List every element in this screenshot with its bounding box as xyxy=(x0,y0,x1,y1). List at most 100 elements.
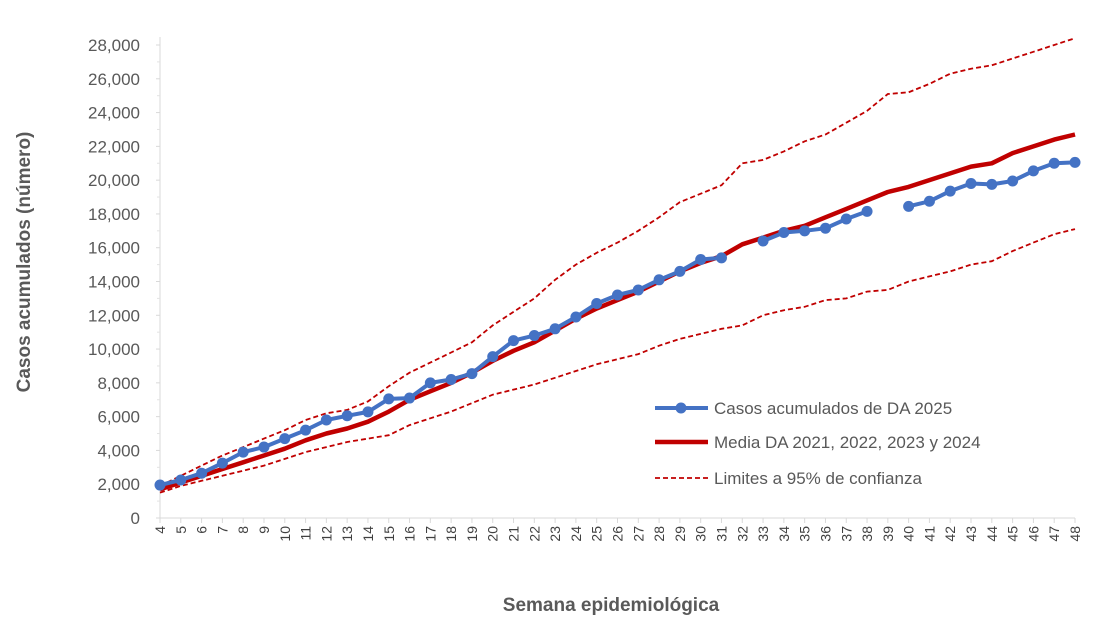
x-tick-label: 32 xyxy=(734,526,750,542)
data-point xyxy=(216,457,228,469)
data-point xyxy=(903,200,915,212)
data-point xyxy=(383,393,395,405)
y-tick-label: 20,000 xyxy=(88,171,140,190)
x-tick-label: 27 xyxy=(630,526,646,542)
data-point xyxy=(404,392,416,404)
x-tick-label: 45 xyxy=(1005,526,1021,542)
data-point xyxy=(341,410,353,422)
data-point xyxy=(466,368,478,380)
x-tick-label: 36 xyxy=(817,526,833,542)
x-tick-label: 7 xyxy=(214,526,230,534)
data-point xyxy=(487,351,499,363)
x-tick-label: 24 xyxy=(568,526,584,542)
data-point xyxy=(715,252,727,264)
data-point xyxy=(965,178,977,190)
data-point xyxy=(279,433,291,445)
legend: Casos acumulados de DA 2025 Media DA 2021… xyxy=(655,399,981,488)
data-point xyxy=(258,441,270,453)
data-point xyxy=(1007,175,1019,187)
legend-marker xyxy=(675,402,687,414)
y-tick-label: 6,000 xyxy=(97,408,140,427)
x-tick-label: 6 xyxy=(194,526,210,534)
series-group xyxy=(154,37,1081,494)
y-tick-label: 2,000 xyxy=(97,475,140,494)
x-tick-label: 21 xyxy=(506,526,522,542)
legend-item: Casos acumulados de DA 2025 xyxy=(655,399,952,418)
legend-item: Limites a 95% de confianza xyxy=(655,469,922,488)
data-point xyxy=(799,225,811,237)
legend-label: Casos acumulados de DA 2025 xyxy=(714,399,952,418)
data-point xyxy=(819,222,831,234)
x-tick-label: 29 xyxy=(672,526,688,542)
x-tick-label: 30 xyxy=(693,526,709,542)
x-tick-label: 12 xyxy=(318,526,334,542)
x-tick-label: 10 xyxy=(277,526,293,542)
data-point xyxy=(508,335,520,347)
x-tick-label: 17 xyxy=(422,526,438,542)
x-tick-label: 16 xyxy=(402,526,418,542)
data-point xyxy=(591,297,603,309)
x-tick-label: 31 xyxy=(713,526,729,542)
x-tick-label: 13 xyxy=(339,526,355,542)
data-point xyxy=(1048,157,1060,169)
x-tick-label: 39 xyxy=(880,526,896,542)
x-tick-label: 5 xyxy=(173,526,189,534)
data-point xyxy=(653,274,665,286)
data-point xyxy=(196,467,208,479)
y-tick-label: 14,000 xyxy=(88,273,140,292)
y-axis-title: Casos acumulados (número) xyxy=(14,132,35,393)
data-point xyxy=(1069,156,1081,168)
x-tick-label: 9 xyxy=(256,526,272,534)
x-tick-label: 48 xyxy=(1067,526,1083,542)
data-point xyxy=(695,254,707,266)
data-point xyxy=(424,377,436,389)
y-tick-label: 28,000 xyxy=(88,36,140,55)
x-tick-label: 20 xyxy=(485,526,501,542)
data-point xyxy=(362,406,374,418)
x-tick-label: 11 xyxy=(298,526,314,541)
x-tick-label: 35 xyxy=(797,526,813,542)
x-tick-label: 23 xyxy=(547,526,563,542)
x-tick-label: 33 xyxy=(755,526,771,542)
data-point xyxy=(528,330,540,342)
x-tick-label: 25 xyxy=(589,526,605,542)
x-tick-label: 37 xyxy=(838,526,854,542)
y-tick-label: 0 xyxy=(131,509,140,528)
y-tick-label: 24,000 xyxy=(88,104,140,123)
x-tick-label: 47 xyxy=(1046,526,1062,542)
x-tick-label: 41 xyxy=(921,526,937,542)
x-tick-label: 40 xyxy=(901,526,917,542)
x-tick-label: 28 xyxy=(651,526,667,542)
x-tick-label: 46 xyxy=(1025,526,1041,542)
data-point xyxy=(549,323,561,335)
x-tick-label: 26 xyxy=(610,526,626,542)
data-point xyxy=(632,284,644,296)
data-point xyxy=(986,178,998,190)
x-tick-label: 22 xyxy=(526,526,542,542)
x-tick-label: 43 xyxy=(963,526,979,542)
y-tick-label: 18,000 xyxy=(88,205,140,224)
x-tick-label: 18 xyxy=(443,526,459,542)
x-axis-title: Semana epidemiológica xyxy=(503,595,720,616)
x-tick-label: 38 xyxy=(859,526,875,542)
data-point xyxy=(778,227,790,239)
data-point xyxy=(445,373,457,385)
data-point xyxy=(944,185,956,197)
y-tick-label: 10,000 xyxy=(88,340,140,359)
y-tick-label: 16,000 xyxy=(88,239,140,258)
y-tick-label: 26,000 xyxy=(88,70,140,89)
x-tick-label: 44 xyxy=(984,526,1000,542)
data-point xyxy=(237,446,249,458)
x-tick-label: 8 xyxy=(235,526,251,534)
y-tick-label: 12,000 xyxy=(88,306,140,325)
legend-label: Media DA 2021, 2022, 2023 y 2024 xyxy=(714,433,981,452)
data-point xyxy=(840,213,852,225)
data-point xyxy=(175,474,187,486)
data-point xyxy=(757,235,769,247)
x-tick-label: 15 xyxy=(381,526,397,542)
legend-item: Media DA 2021, 2022, 2023 y 2024 xyxy=(655,433,981,452)
data-point xyxy=(570,311,582,323)
data-point xyxy=(861,205,873,217)
series-3-confidence-line xyxy=(159,228,1076,494)
